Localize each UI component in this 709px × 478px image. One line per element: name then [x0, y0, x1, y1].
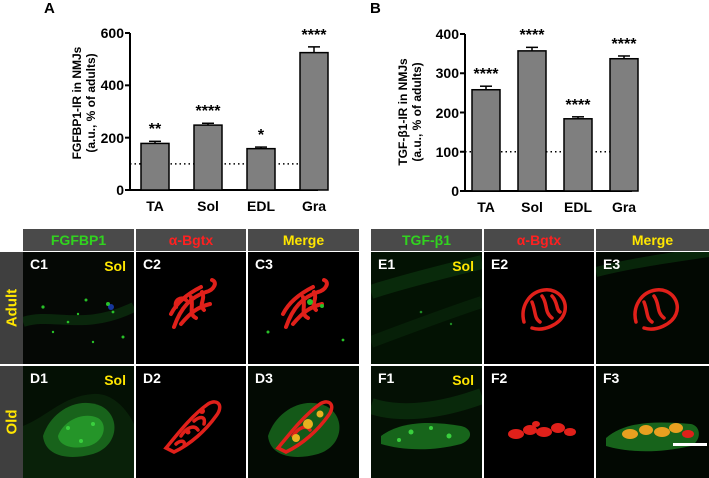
micrograph-f2: F2: [484, 366, 594, 478]
bgtx-adult-image: [136, 252, 246, 364]
x-tick-label: Sol: [521, 199, 543, 215]
panel-letter-a: A: [44, 0, 55, 17]
y-tick-label: 300: [435, 65, 459, 82]
fgfbp1-adult-image: [23, 252, 134, 364]
header-bgtx-right: α-Bgtx: [484, 229, 594, 251]
micrograph-f1: F1 Sol: [371, 366, 482, 478]
significance-label: ****: [611, 35, 637, 53]
merge-old-image-right: [596, 366, 709, 478]
bar: [299, 51, 329, 191]
chart-b-plot: [460, 33, 639, 192]
header-merge-right: Merge: [596, 229, 709, 251]
significance-label: **: [148, 121, 162, 139]
y-tick-label: 0: [451, 183, 459, 199]
muscle-label: Sol: [452, 372, 474, 388]
y-tick-label: 200: [435, 104, 459, 121]
muscle-label: Sol: [104, 372, 126, 388]
panel-label: F3: [603, 370, 620, 386]
tgfb1-old-image: [371, 366, 482, 478]
bgtx-old-image-right: [484, 366, 594, 478]
panel-label: E2: [491, 256, 509, 272]
chart-b: B TGF-β1-IR in NMJs (a.u., % of adults) …: [360, 0, 709, 222]
bar: [563, 118, 593, 192]
x-tick-label: Gra: [611, 199, 637, 215]
panel-letter-b: B: [370, 0, 381, 17]
bar: [609, 57, 639, 192]
micrograph-e2: E2: [484, 252, 594, 364]
significance-label: ****: [301, 26, 327, 44]
merge-adult-image-right: [596, 252, 709, 364]
row-label-adult: Adult: [0, 252, 23, 364]
micrograph-d2: D2: [136, 366, 246, 478]
micrograph-d3: D3: [248, 366, 359, 478]
merge-old-image: [248, 366, 359, 478]
x-tick-label: EDL: [247, 198, 275, 214]
significance-label: ****: [565, 96, 591, 114]
chart-a: A FGFBP1-IR in NMJs (a.u., % of adults) …: [0, 0, 360, 222]
y-tick-label: 400: [435, 26, 459, 42]
micrograph-e3: E3: [596, 252, 709, 364]
bar: [471, 88, 501, 192]
y-tick-label: 0: [116, 182, 124, 198]
panel-label: F2: [491, 370, 508, 386]
significance-label: *: [257, 127, 265, 145]
fgfbp1-old-image: [23, 366, 134, 478]
micrograph-d1: D1 Sol: [23, 366, 134, 478]
panel-label: E1: [378, 256, 396, 272]
micrograph-c3: C3: [248, 252, 359, 364]
y-tick-label: 100: [435, 143, 459, 160]
x-tick-label: EDL: [564, 199, 592, 215]
y-tick-label: 400: [100, 77, 124, 94]
panel-label: C3: [255, 256, 273, 272]
header-tgfb1: TGF-β1: [371, 229, 482, 251]
x-tick-label: TA: [477, 199, 495, 215]
muscle-label: Sol: [104, 258, 126, 274]
y-tick-label: 600: [100, 25, 124, 41]
panel-label: D3: [255, 370, 273, 386]
significance-label: ****: [473, 66, 499, 84]
bar: [193, 124, 223, 191]
panel-label: D2: [143, 370, 161, 386]
significance-label: ****: [195, 103, 221, 121]
header-merge: Merge: [248, 229, 359, 251]
x-tick-label: TA: [146, 198, 164, 214]
row-label-old-text: Old: [3, 409, 20, 435]
micrograph-e1: E1 Sol: [371, 252, 482, 364]
x-tick-label: Gra: [301, 198, 327, 214]
row-label-adult-text: Adult: [3, 288, 20, 328]
y-tick-label: 200: [100, 129, 124, 146]
muscle-label: Sol: [452, 258, 474, 274]
panel-label: C2: [143, 256, 161, 272]
panel-label: E3: [603, 256, 621, 272]
panel-label: F1: [378, 370, 395, 386]
micrograph-c2: C2: [136, 252, 246, 364]
merge-adult-image: [248, 252, 359, 364]
micrograph-f3: F3: [596, 366, 709, 478]
significance-label: ****: [519, 27, 545, 45]
bar: [517, 50, 547, 192]
scale-bar: [673, 443, 707, 446]
chart-a-plot: [125, 32, 329, 191]
bar: [246, 147, 276, 191]
bar: [140, 142, 170, 191]
header-fgfbp1: FGFBP1: [23, 229, 134, 251]
x-tick-label: Sol: [197, 198, 219, 214]
bgtx-adult-image-right: [484, 252, 594, 364]
row-label-old: Old: [0, 366, 23, 478]
header-bgtx: α-Bgtx: [136, 229, 246, 251]
bgtx-old-image: [136, 366, 246, 478]
panel-label: D1: [30, 370, 48, 386]
panel-label: C1: [30, 256, 48, 272]
micrograph-c1: C1 Sol: [23, 252, 134, 364]
tgfb1-adult-image: [371, 252, 482, 364]
